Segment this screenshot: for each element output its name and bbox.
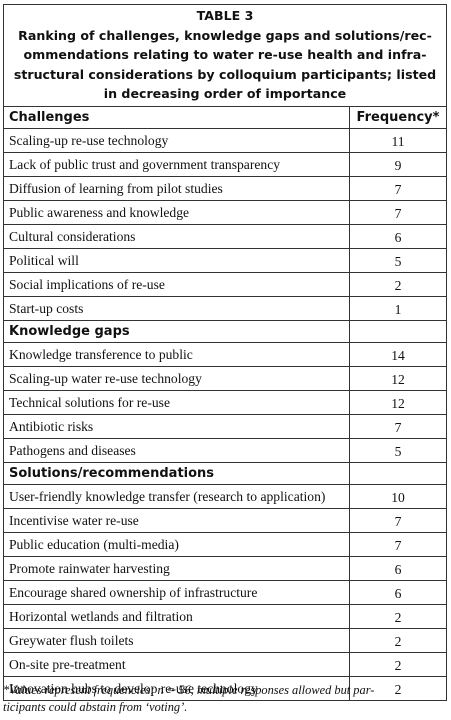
table-row: User-friendly knowledge transfer (resear… xyxy=(3,483,447,509)
caption-line: in decreasing order of importance xyxy=(103,86,347,102)
frequency: 14 xyxy=(349,341,447,367)
item-label: Antibiotic risks xyxy=(3,413,350,439)
table: Challenges Frequency* Scaling-up re-use te… xyxy=(3,105,447,701)
frequency: 5 xyxy=(349,437,447,463)
frequency: 2 xyxy=(349,627,447,653)
section-title: Knowledge gaps xyxy=(3,319,350,343)
item-label: Social implications of re-use xyxy=(3,271,350,297)
table-block: TABLE 3 Ranking of challenges, knowledge… xyxy=(3,4,447,701)
table-row: Political will 5 xyxy=(3,247,447,273)
frequency: 7 xyxy=(349,507,447,533)
table-row: Scaling-up re-use technology 11 xyxy=(3,127,447,153)
frequency: 2 xyxy=(349,271,447,297)
empty-cell xyxy=(349,319,447,343)
table-row: Public education (multi-media) 7 xyxy=(3,531,447,557)
item-label: Cultural considerations xyxy=(3,223,350,249)
frequency: 7 xyxy=(349,531,447,557)
item-label: Innovation hubs to develop re-use techno… xyxy=(3,675,350,701)
table-row: Lack of public trust and government tran… xyxy=(3,151,447,177)
frequency: 1 xyxy=(349,295,447,321)
item-label: Knowledge transference to public xyxy=(3,341,350,367)
item-label: Start-up costs xyxy=(3,295,350,321)
caption-line: Ranking of challenges, knowledge gaps an… xyxy=(18,27,432,43)
item-label: Scaling-up re-use technology xyxy=(3,127,350,153)
table-row: Start-up costs 1 xyxy=(3,295,447,321)
table-row: Scaling-up water re-use technology 12 xyxy=(3,365,447,391)
table-row: Diffusion of learning from pilot studies… xyxy=(3,175,447,201)
section-row: Solutions/recommendations xyxy=(3,461,447,485)
section-row: Knowledge gaps xyxy=(3,319,447,343)
caption-line: structural considerations by colloquium … xyxy=(13,66,437,82)
item-label: Greywater flush toilets xyxy=(3,627,350,653)
frequency: 7 xyxy=(349,413,447,439)
frequency: 2 xyxy=(349,651,447,677)
item-label: Technical solutions for re-use xyxy=(3,389,350,415)
frequency: 6 xyxy=(349,223,447,249)
frequency: 6 xyxy=(349,555,447,581)
table-row: Public awareness and knowledge 7 xyxy=(3,199,447,225)
table-row: Horizontal wetlands and filtration 2 xyxy=(3,603,447,629)
frequency: 12 xyxy=(349,389,447,415)
table-row: On-site pre-treatment 2 xyxy=(3,651,447,677)
section-title: Solutions/recommendations xyxy=(3,461,350,485)
item-label: Public awareness and knowledge xyxy=(3,199,350,225)
column-header: Frequency* xyxy=(349,105,447,129)
item-label: Promote rainwater harvesting xyxy=(3,555,350,581)
table-row: Social implications of re-use 2 xyxy=(3,271,447,297)
table-row: Antibiotic risks 7 xyxy=(3,413,447,439)
table-row: Innovation hubs to develop re-use techno… xyxy=(3,675,447,701)
table-row: Technical solutions for re-use 12 xyxy=(3,389,447,415)
item-label: Pathogens and diseases xyxy=(3,437,350,463)
footnote-line: ticipants could abstain from ‘voting’. xyxy=(3,700,188,714)
frequency: 7 xyxy=(349,199,447,225)
section-title: Challenges xyxy=(3,105,350,129)
footnote: *Values represent frequencies; n = 56, m… xyxy=(3,682,447,716)
item-label: Incentivise water re-use xyxy=(3,507,350,533)
footnote-line: *Values represent frequencies; n = 56, m… xyxy=(3,683,375,697)
table-row: Cultural considerations 6 xyxy=(3,223,447,249)
frequency: 7 xyxy=(349,175,447,201)
table-row: Promote rainwater harvesting 6 xyxy=(3,555,447,581)
item-label: Lack of public trust and government tran… xyxy=(3,151,350,177)
table-row: Knowledge transference to public 14 xyxy=(3,341,447,367)
table-row: Greywater flush toilets 2 xyxy=(3,627,447,653)
frequency: 9 xyxy=(349,151,447,177)
item-label: User-friendly knowledge transfer (resear… xyxy=(3,483,350,509)
table-title: TABLE 3 xyxy=(196,8,254,23)
frequency: 10 xyxy=(349,483,447,509)
table-row: Pathogens and diseases 5 xyxy=(3,437,447,463)
frequency: 6 xyxy=(349,579,447,605)
table-row: Incentivise water re-use 7 xyxy=(3,507,447,533)
frequency: 2 xyxy=(349,603,447,629)
item-label: Scaling-up water re-use technology xyxy=(3,365,350,391)
caption-line: ommendations relating to water re-use he… xyxy=(23,47,427,63)
item-label: Horizontal wetlands and filtration xyxy=(3,603,350,629)
caption: Ranking of challenges, knowledge gaps an… xyxy=(4,26,446,104)
item-label: Encourage shared ownership of infrastruc… xyxy=(3,579,350,605)
caption-box: TABLE 3 Ranking of challenges, knowledge… xyxy=(3,4,447,106)
frequency: 5 xyxy=(349,247,447,273)
table-row: Encourage shared ownership of infrastruc… xyxy=(3,579,447,605)
item-label: Public education (multi-media) xyxy=(3,531,350,557)
item-label: Political will xyxy=(3,247,350,273)
frequency: 2 xyxy=(349,675,447,701)
frequency: 12 xyxy=(349,365,447,391)
item-label: On-site pre-treatment xyxy=(3,651,350,677)
frequency: 11 xyxy=(349,127,447,153)
item-label: Diffusion of learning from pilot studies xyxy=(3,175,350,201)
section-row: Challenges Frequency* xyxy=(3,105,447,129)
empty-cell xyxy=(349,461,447,485)
